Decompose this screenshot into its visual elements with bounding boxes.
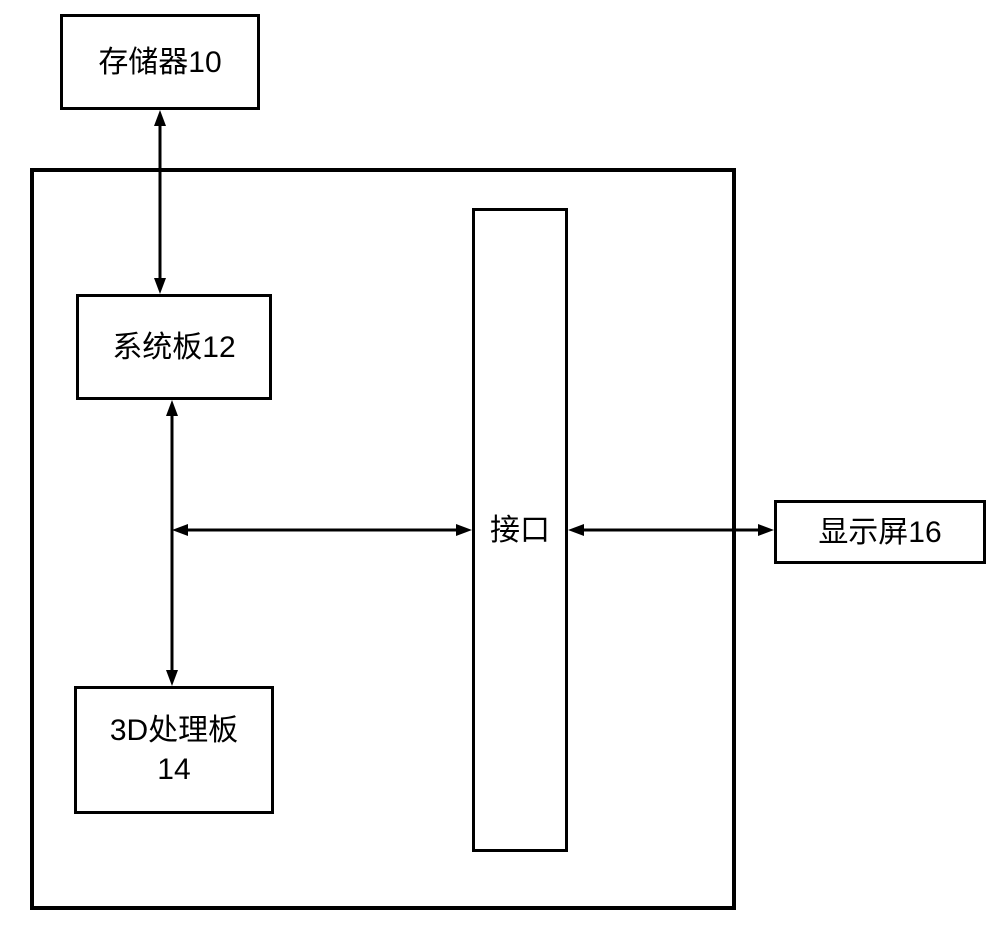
node-sysboard-label: 系统板12 [112, 328, 235, 367]
node-display: 显示屏16 [774, 500, 986, 564]
node-3d-proc-label: 3D处理板 14 [110, 711, 238, 789]
node-storage-label: 存储器10 [98, 43, 221, 82]
node-3d-proc: 3D处理板 14 [74, 686, 274, 814]
node-display-label: 显示屏16 [818, 513, 941, 552]
node-interface-label: 接口 [490, 511, 550, 550]
node-interface: 接口 [472, 208, 568, 852]
node-sysboard: 系统板12 [76, 294, 272, 400]
diagram-canvas: 存储器10 系统板12 3D处理板 14 接口 显示屏16 [0, 0, 1000, 937]
node-storage: 存储器10 [60, 14, 260, 110]
